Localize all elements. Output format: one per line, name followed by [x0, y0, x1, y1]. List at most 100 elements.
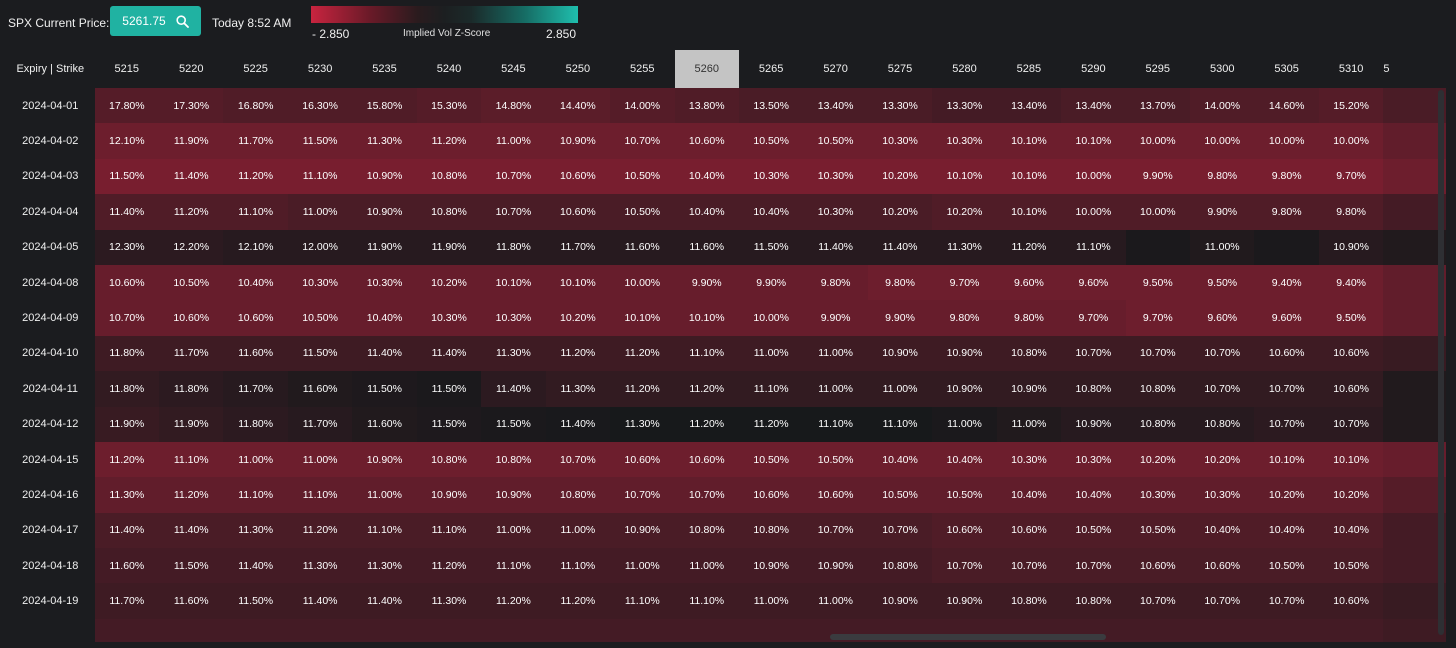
iv-cell[interactable]: 11.30%	[287, 548, 353, 584]
horizontal-scrollbar[interactable]	[830, 634, 1106, 640]
iv-cell[interactable]: 10.90%	[803, 548, 868, 584]
strike-header-5310[interactable]: 5310	[1318, 50, 1384, 88]
iv-cell[interactable]: 10.80%	[1061, 371, 1126, 407]
iv-cell[interactable]: 11.30%	[352, 123, 417, 159]
iv-cell[interactable]: 10.50%	[867, 477, 933, 513]
iv-cell[interactable]: 10.60%	[94, 264, 160, 301]
iv-cell[interactable]: 10.70%	[996, 548, 1062, 584]
iv-cell[interactable]: 11.20%	[610, 371, 675, 407]
iv-cell[interactable]: 10.20%	[545, 300, 611, 336]
strike-header-5290[interactable]: 5290	[1061, 50, 1126, 88]
iv-cell[interactable]: 12.10%	[94, 123, 160, 159]
iv-cell[interactable]: 9.90%	[1190, 194, 1255, 230]
iv-cell[interactable]: 10.60%	[674, 441, 739, 478]
iv-cell[interactable]: 11.20%	[416, 123, 482, 159]
strike-header-5270[interactable]: 5270	[803, 50, 868, 88]
strike-header-5300[interactable]: 5300	[1190, 50, 1255, 88]
iv-cell[interactable]	[94, 618, 160, 642]
iv-cell[interactable]: 11.50%	[94, 158, 160, 195]
iv-cell[interactable]	[545, 618, 611, 642]
iv-cell[interactable]: 11.50%	[287, 123, 353, 159]
iv-cell[interactable]	[1383, 194, 1446, 230]
iv-cell[interactable]: 11.40%	[545, 406, 611, 442]
iv-cell[interactable]: 10.80%	[738, 512, 804, 549]
iv-cell[interactable]: 11.00%	[803, 583, 868, 619]
iv-cell[interactable]: 10.90%	[481, 477, 546, 513]
iv-cell[interactable]: 11.00%	[867, 371, 933, 407]
iv-cell[interactable]: 10.90%	[545, 123, 611, 159]
iv-cell[interactable]: 10.90%	[1061, 406, 1126, 442]
iv-cell[interactable]: 10.90%	[996, 371, 1062, 407]
iv-cell[interactable]: 10.60%	[1318, 583, 1384, 619]
iv-cell[interactable]: 10.60%	[1190, 548, 1255, 584]
iv-cell[interactable]: 11.00%	[481, 123, 546, 159]
iv-cell[interactable]: 12.20%	[159, 229, 224, 265]
iv-cell[interactable]: 10.50%	[1254, 548, 1319, 584]
iv-cell[interactable]: 16.30%	[287, 88, 353, 124]
iv-cell[interactable]: 9.90%	[738, 264, 804, 301]
strike-header-5275[interactable]: 5275	[867, 50, 933, 88]
iv-cell[interactable]	[1254, 618, 1319, 642]
iv-cell[interactable]: 11.50%	[159, 548, 224, 584]
iv-cell[interactable]: 10.60%	[1318, 371, 1384, 407]
iv-cell[interactable]: 13.80%	[674, 88, 739, 124]
iv-cell[interactable]: 14.00%	[610, 88, 675, 124]
iv-cell[interactable]: 11.40%	[159, 158, 224, 195]
iv-cell[interactable]: 9.80%	[1190, 158, 1255, 195]
iv-cell[interactable]: 11.60%	[223, 335, 288, 372]
iv-cell[interactable]: 9.80%	[803, 264, 868, 301]
iv-cell[interactable]	[416, 618, 482, 642]
iv-cell[interactable]: 9.50%	[1190, 264, 1255, 301]
iv-cell[interactable]: 11.10%	[674, 335, 739, 372]
strike-header-5215[interactable]: 5215	[94, 50, 160, 88]
iv-cell[interactable]: 11.40%	[481, 371, 546, 407]
iv-cell[interactable]: 17.30%	[159, 88, 224, 124]
iv-cell[interactable]: 11.20%	[996, 229, 1062, 265]
strike-header-5225[interactable]: 5225	[223, 50, 288, 88]
iv-cell[interactable]: 10.10%	[932, 158, 997, 195]
iv-cell[interactable]: 10.10%	[610, 300, 675, 336]
iv-cell[interactable]: 10.60%	[223, 300, 288, 336]
iv-cell[interactable]: 10.40%	[867, 441, 933, 478]
iv-cell[interactable]	[610, 618, 675, 642]
iv-cell[interactable]	[1254, 229, 1319, 265]
iv-cell[interactable]: 10.60%	[1318, 335, 1384, 372]
iv-cell[interactable]: 17.80%	[94, 88, 160, 124]
iv-cell[interactable]: 11.10%	[610, 583, 675, 619]
iv-cell[interactable]: 10.70%	[1190, 583, 1255, 619]
iv-cell[interactable]: 10.60%	[159, 300, 224, 336]
iv-cell[interactable]: 11.10%	[287, 477, 353, 513]
iv-cell[interactable]: 10.70%	[545, 441, 611, 478]
vertical-scrollbar[interactable]	[1438, 90, 1444, 635]
iv-cell[interactable]: 11.40%	[159, 512, 224, 549]
iv-cell[interactable]: 10.40%	[996, 477, 1062, 513]
iv-cell[interactable]: 10.60%	[1125, 548, 1191, 584]
iv-cell[interactable]: 10.60%	[545, 194, 611, 230]
iv-cell[interactable]: 11.30%	[94, 477, 160, 513]
iv-cell[interactable]	[1383, 335, 1446, 372]
iv-cell[interactable]: 11.10%	[738, 371, 804, 407]
iv-cell[interactable]: 9.80%	[932, 300, 997, 336]
iv-cell[interactable]: 11.60%	[352, 406, 417, 442]
iv-cell[interactable]: 11.10%	[223, 477, 288, 513]
iv-cell[interactable]: 10.90%	[352, 441, 417, 478]
iv-cell[interactable]: 10.80%	[996, 335, 1062, 372]
iv-cell[interactable]: 11.80%	[481, 229, 546, 265]
iv-cell[interactable]: 10.50%	[287, 300, 353, 336]
iv-cell[interactable]: 11.50%	[223, 583, 288, 619]
iv-cell[interactable]: 11.70%	[223, 371, 288, 407]
iv-cell[interactable]: 13.70%	[1125, 88, 1191, 124]
iv-cell[interactable]: 11.30%	[416, 583, 482, 619]
iv-cell[interactable]: 11.40%	[352, 583, 417, 619]
iv-cell[interactable]: 10.70%	[1061, 335, 1126, 372]
iv-cell[interactable]: 10.50%	[1061, 512, 1126, 549]
iv-cell[interactable]: 11.90%	[159, 406, 224, 442]
iv-cell[interactable]: 10.70%	[1125, 335, 1191, 372]
iv-cell[interactable]: 11.10%	[159, 441, 224, 478]
iv-cell[interactable]: 11.50%	[287, 335, 353, 372]
iv-cell[interactable]: 10.70%	[1318, 406, 1384, 442]
iv-cell[interactable]: 10.30%	[1061, 441, 1126, 478]
iv-cell[interactable]: 10.60%	[738, 477, 804, 513]
iv-cell[interactable]: 11.00%	[352, 477, 417, 513]
iv-cell[interactable]: 10.20%	[1254, 477, 1319, 513]
